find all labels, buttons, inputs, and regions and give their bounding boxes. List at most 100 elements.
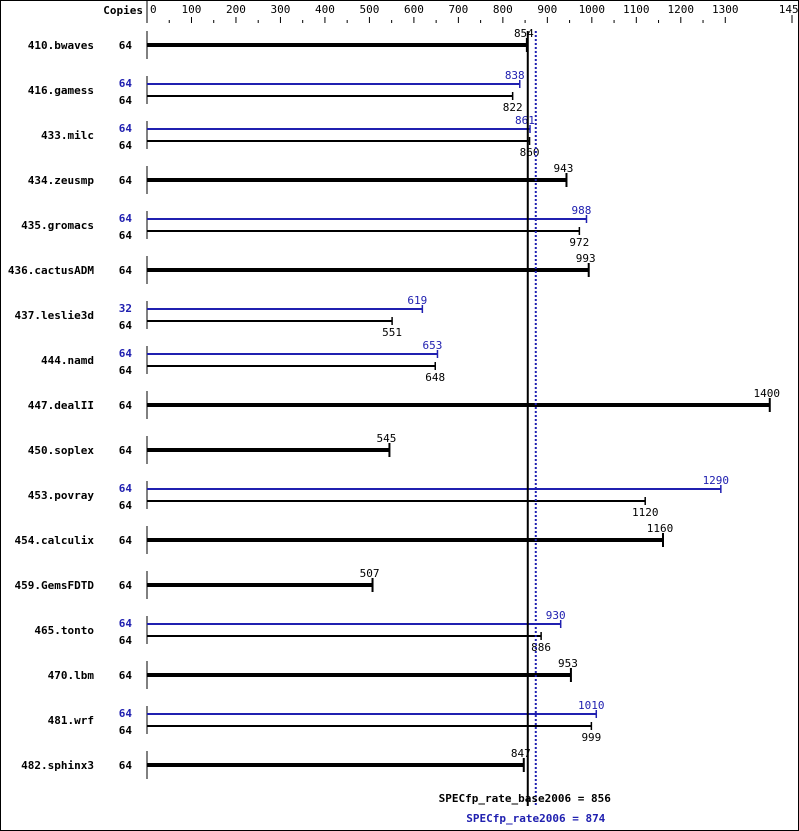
benchmark-label: 433.milc xyxy=(41,129,94,142)
base-value-label: 993 xyxy=(576,252,596,265)
peak-copies-label: 64 xyxy=(119,617,133,630)
base-copies-label: 64 xyxy=(119,139,133,152)
peak-copies-label: 64 xyxy=(119,482,133,495)
benchmark-label: 453.povray xyxy=(28,489,95,502)
peak-bar xyxy=(147,353,438,355)
peak-value-label: 653 xyxy=(423,339,443,352)
base-copies-label: 64 xyxy=(119,724,133,737)
base-value-label: 822 xyxy=(503,101,523,114)
peak-copies-label: 64 xyxy=(119,212,133,225)
tick-label: 1450 xyxy=(779,3,798,16)
base-value-label: 1160 xyxy=(647,522,674,535)
base-bar xyxy=(147,448,390,452)
benchmark-label: 435.gromacs xyxy=(21,219,94,232)
base-value-label: 860 xyxy=(520,146,540,159)
copies-label: 64 xyxy=(119,759,133,772)
base-value-label: 972 xyxy=(569,236,589,249)
tick-label: 900 xyxy=(537,3,557,16)
base-bar xyxy=(147,178,567,182)
base-bar xyxy=(147,583,373,587)
tick-label: 600 xyxy=(404,3,424,16)
base-copies-label: 64 xyxy=(119,634,133,647)
base-copies-label: 64 xyxy=(119,229,133,242)
base-bar xyxy=(147,635,542,637)
base-value-label: 953 xyxy=(558,657,578,670)
base-value-label: 1400 xyxy=(754,387,781,400)
benchmark-label: 450.soplex xyxy=(28,444,95,457)
tick-label: 200 xyxy=(226,3,246,16)
copies-label: 64 xyxy=(119,264,133,277)
benchmark-label: 434.zeusmp xyxy=(28,174,95,187)
base-bar xyxy=(147,268,589,272)
peak-value-label: 1290 xyxy=(703,474,730,487)
tick-label: 500 xyxy=(359,3,379,16)
base-bar xyxy=(147,763,524,767)
base-copies-label: 64 xyxy=(119,94,133,107)
copies-label: 64 xyxy=(119,579,133,592)
tick-label: 700 xyxy=(448,3,468,16)
copies-header: Copies xyxy=(103,4,143,17)
base-bar xyxy=(147,365,436,367)
base-bar xyxy=(147,140,530,142)
base-bar xyxy=(147,43,527,47)
benchmark-label: 436.cactusADM xyxy=(8,264,94,277)
tick-label: 800 xyxy=(493,3,513,16)
benchmark-label: 470.lbm xyxy=(48,669,95,682)
peak-bar xyxy=(147,218,587,220)
peak-bar xyxy=(147,83,520,85)
benchmark-label: 465.tonto xyxy=(34,624,94,637)
base-value-label: 886 xyxy=(531,641,551,654)
base-value-label: 943 xyxy=(554,162,574,175)
peak-bar xyxy=(147,488,721,490)
benchmark-label: 481.wrf xyxy=(48,714,94,727)
peak-value-label: 930 xyxy=(546,609,566,622)
copies-label: 64 xyxy=(119,669,133,682)
benchmark-label: 447.dealII xyxy=(28,399,94,412)
base-bar xyxy=(147,673,571,677)
tick-label: 0 xyxy=(150,3,157,16)
peak-mean-label: SPECfp_rate2006 = 874 xyxy=(466,812,605,825)
copies-label: 64 xyxy=(119,39,133,52)
benchmark-label: 459.GemsFDTD xyxy=(15,579,95,592)
base-copies-label: 64 xyxy=(119,364,133,377)
base-copies-label: 64 xyxy=(119,319,133,332)
benchmark-label: 454.calculix xyxy=(15,534,95,547)
benchmark-label: 437.leslie3d xyxy=(15,309,94,322)
benchmark-label: 416.gamess xyxy=(28,84,94,97)
peak-value-label: 838 xyxy=(505,69,525,82)
benchmark-label: 482.sphinx3 xyxy=(21,759,94,772)
base-value-label: 545 xyxy=(376,432,396,445)
benchmark-label: 444.namd xyxy=(41,354,94,367)
base-value-label: 854 xyxy=(514,27,534,40)
peak-copies-label: 64 xyxy=(119,122,133,135)
base-value-label: 847 xyxy=(511,747,531,760)
peak-bar xyxy=(147,713,597,715)
copies-label: 64 xyxy=(119,534,133,547)
base-bar xyxy=(147,95,513,97)
peak-value-label: 619 xyxy=(407,294,427,307)
tick-label: 1100 xyxy=(623,3,650,16)
base-value-label: 1120 xyxy=(632,506,659,519)
base-mean-label: SPECfp_rate_base2006 = 856 xyxy=(439,792,612,805)
peak-copies-label: 64 xyxy=(119,77,133,90)
copies-label: 64 xyxy=(119,174,133,187)
peak-bar xyxy=(147,623,561,625)
benchmark-label: 410.bwaves xyxy=(28,39,94,52)
base-bar xyxy=(147,403,770,407)
base-bar xyxy=(147,320,393,322)
base-bar xyxy=(147,725,592,727)
peak-bar xyxy=(147,308,423,310)
base-value-label: 648 xyxy=(425,371,445,384)
peak-value-label: 988 xyxy=(572,204,592,217)
peak-copies-label: 64 xyxy=(119,347,133,360)
peak-copies-label: 32 xyxy=(119,302,132,315)
base-value-label: 551 xyxy=(382,326,402,339)
base-bar xyxy=(147,538,663,542)
base-value-label: 507 xyxy=(360,567,380,580)
tick-label: 1200 xyxy=(668,3,695,16)
tick-label: 1300 xyxy=(712,3,739,16)
base-copies-label: 64 xyxy=(119,499,133,512)
base-value-label: 999 xyxy=(581,731,601,744)
